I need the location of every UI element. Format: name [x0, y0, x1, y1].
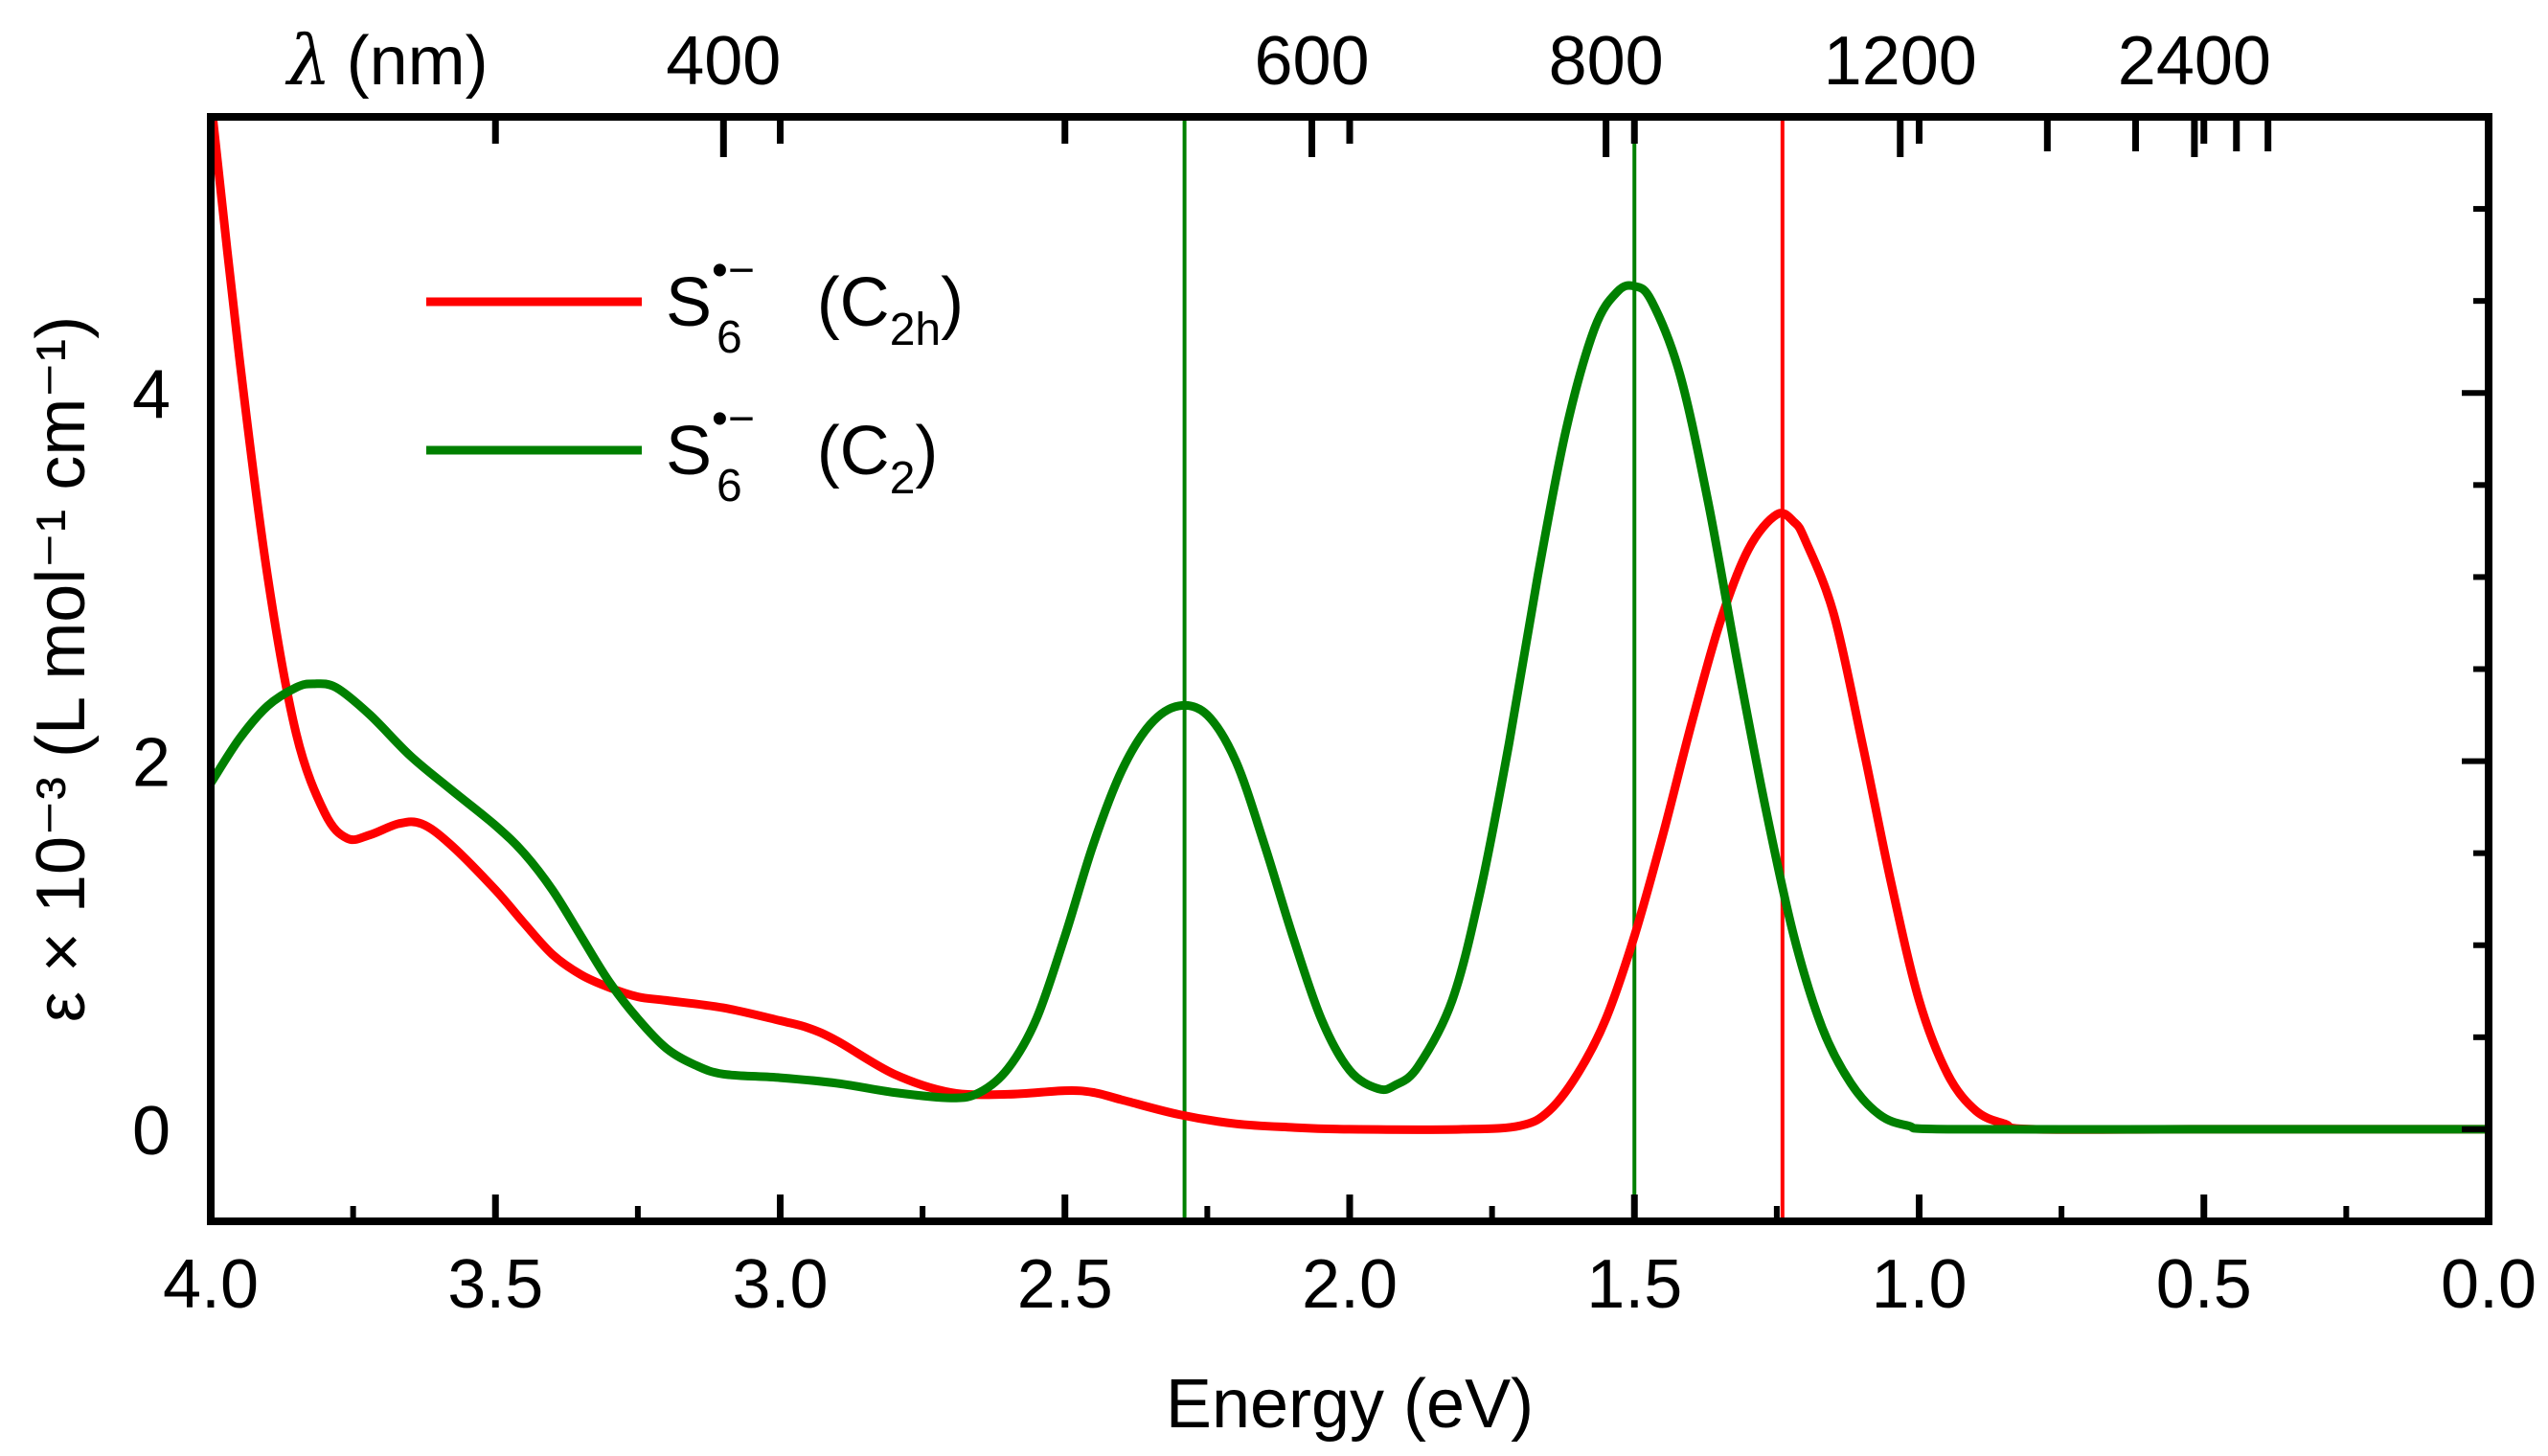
legend-label-1: S•− 6 (C2h) — [666, 245, 964, 363]
top-tick-label: 800 — [1549, 23, 1664, 100]
legend-base: S — [666, 264, 712, 341]
series-line-2 — [211, 281, 2489, 1134]
series-line-1 — [211, 117, 2489, 1134]
top-tick-label: 400 — [666, 23, 781, 100]
lambda-unit: (nm) — [347, 23, 489, 100]
legend-label-2: S•− 6 (C2) — [666, 394, 938, 512]
y-tick-label: 4 — [132, 356, 171, 433]
legend-sup: •− — [712, 245, 755, 296]
top-tick-label: 2400 — [2118, 23, 2271, 100]
x-tick-label: 4.0 — [163, 1246, 259, 1323]
x-axis-title: Energy (eV) — [1166, 1366, 1534, 1443]
y-axis-title: ε × 10⁻³ (L mol⁻¹ cm⁻¹) — [23, 316, 100, 1023]
x-tick-label: 2.5 — [1017, 1246, 1113, 1323]
x-tick-label: 1.5 — [1586, 1246, 1682, 1323]
legend-sup: •− — [712, 394, 755, 444]
y-tick-label: 2 — [132, 725, 171, 802]
x-tick-label: 3.5 — [447, 1246, 543, 1323]
legend-group: (C — [798, 264, 890, 341]
x-tick-label: 2.0 — [1302, 1246, 1398, 1323]
x-tick-label: 1.0 — [1871, 1246, 1967, 1323]
plot-frame — [207, 113, 2492, 1225]
legend-close: ) — [941, 264, 964, 341]
y-tick-label: 0 — [132, 1093, 171, 1170]
top-tick-label: 1200 — [1824, 23, 1977, 100]
legend-group-sub: 2 — [890, 453, 916, 504]
legend-sub: 6 — [717, 312, 742, 363]
legend-close: ) — [915, 413, 938, 489]
legend-group-sub: 2h — [890, 305, 941, 355]
legend-base: S — [666, 413, 712, 489]
x-tick-label: 3.0 — [732, 1246, 828, 1323]
x-tick-label: 0.0 — [2441, 1246, 2537, 1323]
x-tick-label: 0.5 — [2156, 1246, 2252, 1323]
legend-group: (C — [798, 413, 890, 489]
top-axis-label: λ (nm) — [284, 20, 489, 101]
lambda-symbol: λ — [284, 20, 331, 101]
legend-sub: 6 — [717, 461, 742, 512]
top-tick-label: 600 — [1254, 23, 1369, 100]
